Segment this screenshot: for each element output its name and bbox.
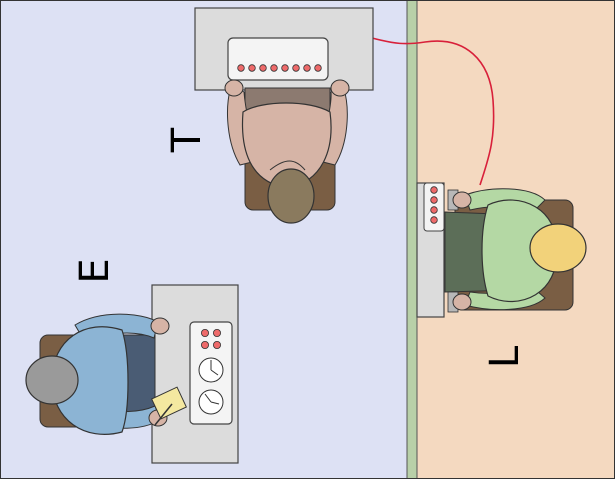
learner-head [529, 223, 587, 273]
shock-generator-icon [423, 182, 445, 232]
shock-generator-icon [227, 37, 329, 81]
experimenter-label: E [72, 258, 118, 283]
learner [416, 182, 587, 318]
clock-panel [189, 321, 233, 425]
notepad-icon [150, 386, 188, 426]
experimenter-head [25, 355, 79, 405]
dividing-wall [406, 0, 418, 479]
learner-label: L [482, 345, 528, 368]
teacher [194, 7, 374, 224]
experimenter [25, 284, 239, 464]
teacher-head [267, 168, 315, 224]
electric-wire [371, 37, 495, 186]
teacher-label: T [164, 127, 210, 153]
clock-icon [198, 357, 224, 383]
clock-icon [198, 389, 224, 415]
